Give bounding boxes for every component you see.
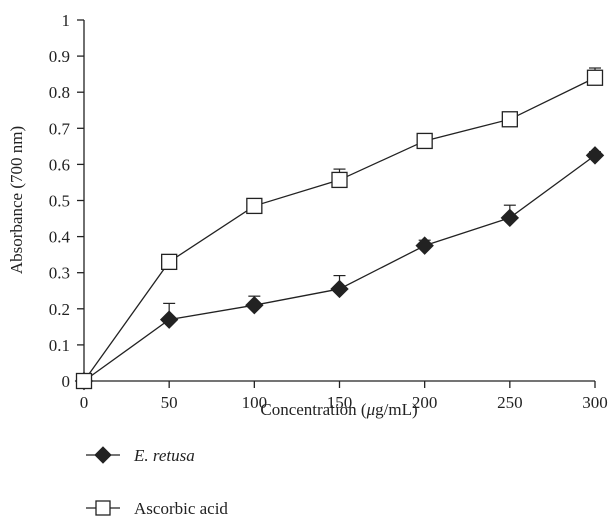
data-point-square [75, 372, 93, 390]
x-tick-label: 250 [497, 393, 523, 412]
y-tick-label: 0.7 [49, 119, 71, 138]
data-point-diamond [415, 236, 434, 255]
data-point-diamond [585, 146, 605, 165]
series-line [83, 154, 596, 382]
x-ticks: 0 50 100 150 200 250 300 [80, 381, 608, 412]
series-layer [74, 67, 605, 391]
y-tick-label: 0 [62, 372, 71, 391]
y-tick-label: 0.9 [49, 47, 70, 66]
y-tick-label: 0.5 [49, 192, 70, 211]
data-point-square [246, 197, 263, 215]
y-tick-label: 1 [62, 11, 71, 30]
x-axis-label-post: g/mL) [375, 400, 418, 419]
data-point-diamond [330, 279, 349, 299]
legend-label-ascorbic-acid: Ascorbic acid [134, 499, 228, 517]
data-point-diamond [159, 310, 179, 329]
data-point-diamond [500, 208, 520, 228]
y-tick-label: 0.8 [49, 83, 70, 102]
x-tick-label: 150 [327, 393, 353, 412]
plot-area: 0 0.1 0.2 0.3 0.4 0.5 0.6 0.7 0.8 0.9 1 0 50 100 150 2… [49, 11, 608, 412]
legend-item-ascorbic-acid: Ascorbic acid [86, 499, 228, 517]
y-axis-label: Absorbance (700 nm) [7, 126, 26, 274]
data-point-square [161, 253, 178, 271]
y-tick-label: 0.1 [49, 336, 70, 355]
x-tick-label: 300 [582, 393, 608, 412]
data-point-square [416, 132, 433, 150]
data-point-diamond [245, 295, 264, 315]
series-ascorbic-acid [75, 67, 604, 390]
y-tick-label: 0.3 [49, 264, 70, 283]
y-tick-label: 0.4 [49, 228, 71, 247]
x-tick-label: 200 [412, 393, 438, 412]
data-point-square [331, 171, 348, 189]
legend-diamond-marker [94, 446, 112, 464]
data-point-square [501, 111, 518, 128]
legend-label-e-retusa: E. retusa [133, 446, 195, 465]
x-tick-label: 100 [242, 393, 268, 412]
series-line [83, 77, 596, 382]
y-tick-label: 0.2 [49, 300, 70, 319]
y-tick-label: 0.6 [49, 155, 70, 174]
y-ticks: 0 0.1 0.2 0.3 0.4 0.5 0.6 0.7 0.8 0.9 1 [49, 11, 84, 391]
data-point-square [586, 69, 604, 86]
x-axis-label: Concentration (μg/mL) [260, 400, 417, 419]
x-axis-label-mu: μ [366, 400, 376, 419]
legend: E. retusa Ascorbic acid [86, 446, 228, 517]
legend-square-marker [95, 500, 111, 516]
legend-item-e-retusa: E. retusa [86, 446, 195, 465]
x-axis-label-pre: Concentration ( [260, 400, 367, 419]
x-tick-label: 0 [80, 393, 89, 412]
x-tick-label: 50 [161, 393, 178, 412]
